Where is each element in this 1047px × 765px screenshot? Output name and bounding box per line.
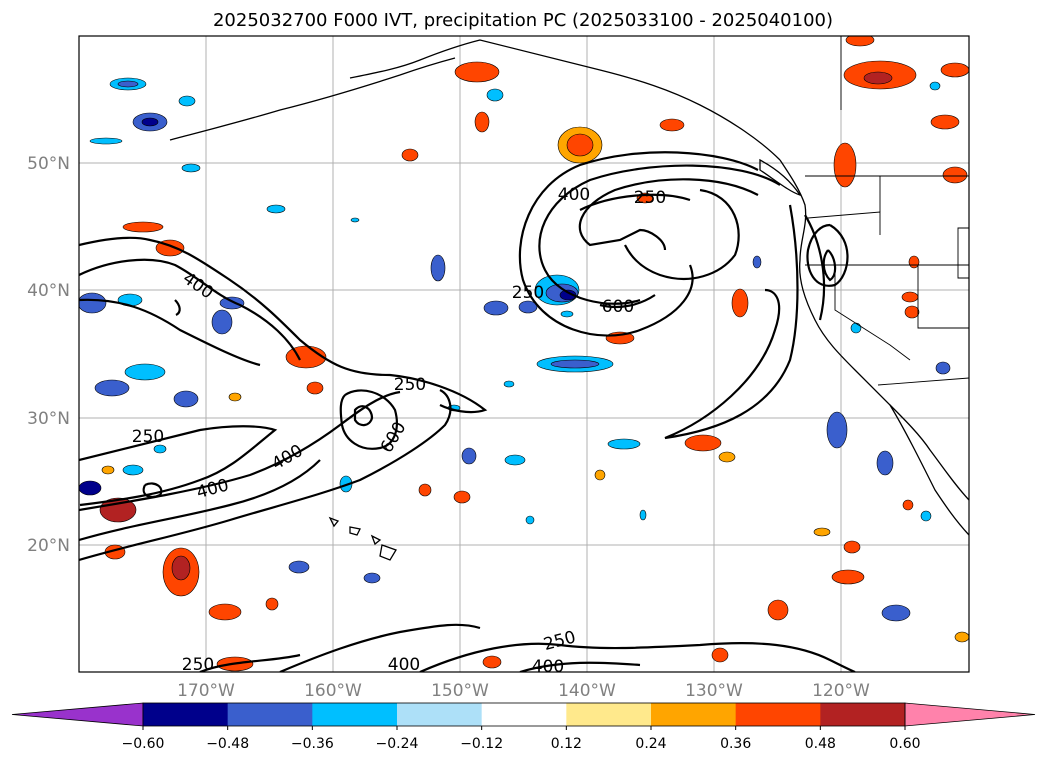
coastlines <box>169 39 969 561</box>
colorbar-segment <box>651 703 737 726</box>
contour-label: 250 <box>132 427 164 447</box>
map-frame <box>78 35 970 673</box>
contour-label: 400 <box>532 657 564 677</box>
colorbar-tick-label: 0.60 <box>889 736 920 752</box>
colorbar-outline <box>142 702 906 727</box>
colorbar: −0.60 −0.48 −0.36 −0.24 −0.12 0.12 0.24 0.36 0.4… <box>11 702 1036 752</box>
contour-label: 400 <box>388 655 420 675</box>
lat-label-30n: 30°N <box>27 409 70 429</box>
latitude-labels: 50°N 40°N 30°N 20°N <box>27 154 70 556</box>
lon-label-140w: 140°W <box>558 681 616 701</box>
colorbar-segment <box>820 703 906 726</box>
contour-label: 250 <box>512 283 544 303</box>
colorbar-tick-label: −0.24 <box>376 736 419 752</box>
colorbar-extend-min <box>11 702 144 727</box>
colorbar-segment <box>227 703 313 726</box>
contour-label: 250 <box>182 655 214 675</box>
lat-label-40n: 40°N <box>27 281 70 301</box>
colorbar-tick-label: −0.12 <box>460 736 503 752</box>
map-panel: 400 250 250 600 400 250 600 250 400 400 … <box>79 36 969 677</box>
colorbar-tick-label: 0.48 <box>805 736 836 752</box>
ivt-contours <box>79 151 856 672</box>
colorbar-extend-max <box>904 702 1036 727</box>
colorbar-tick-label: 0.24 <box>635 736 666 752</box>
colorbar-tick-label: 0.12 <box>551 736 582 752</box>
contour-label: 250 <box>634 188 666 208</box>
colorbar-tick-label: 0.36 <box>720 736 751 752</box>
longitude-labels: 170°W 160°W 150°W 140°W 130°W 120°W <box>177 681 870 701</box>
lon-label-150w: 150°W <box>431 681 489 701</box>
precip-pc-shading <box>79 36 969 672</box>
lon-label-130w: 130°W <box>685 681 743 701</box>
colorbar-tick-label: −0.48 <box>206 736 249 752</box>
lat-label-50n: 50°N <box>27 154 70 174</box>
colorbar-tick-label: −0.60 <box>122 736 165 752</box>
colorbar-segment <box>735 703 821 726</box>
colorbar-segment <box>481 703 567 726</box>
lon-label-120w: 120°W <box>812 681 870 701</box>
colorbar-segment <box>143 703 229 726</box>
state-borders <box>805 36 969 386</box>
colorbar-segment <box>397 703 483 726</box>
contour-label: 400 <box>558 185 590 205</box>
lat-label-20n: 20°N <box>27 536 70 556</box>
contour-label: 250 <box>394 375 426 395</box>
lon-label-170w: 170°W <box>177 681 235 701</box>
colorbar-tick-label: −0.36 <box>291 736 334 752</box>
contour-label: 600 <box>602 297 634 317</box>
lon-label-160w: 160°W <box>304 681 362 701</box>
colorbar-segment <box>566 703 652 726</box>
colorbar-segment <box>312 703 398 726</box>
map-title: 2025032700 F000 IVT, precipitation PC (2… <box>213 10 833 31</box>
